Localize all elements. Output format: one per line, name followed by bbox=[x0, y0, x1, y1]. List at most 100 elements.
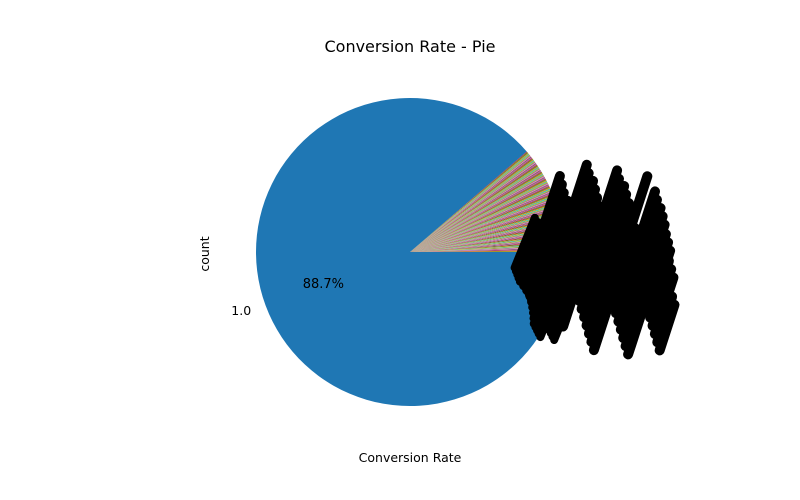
chart-title: Conversion Rate - Pie bbox=[324, 37, 495, 56]
pie-slice-small bbox=[410, 194, 554, 252]
pie-slice-small bbox=[410, 223, 562, 252]
pie-slice-small bbox=[410, 160, 535, 252]
pie-slice-small bbox=[410, 158, 534, 252]
pie-slice-small bbox=[410, 168, 540, 252]
pie-slice-small bbox=[410, 197, 555, 252]
y-axis-label: count bbox=[197, 236, 212, 271]
pie-slice-small bbox=[410, 210, 559, 252]
pie-slice-small bbox=[410, 223, 562, 252]
slice-label-small bbox=[591, 280, 617, 336]
slice-label-small bbox=[559, 256, 584, 313]
pie-slice-small bbox=[410, 177, 546, 252]
slice-label-small bbox=[627, 171, 653, 227]
pie-slice-small bbox=[410, 156, 532, 252]
pie-slice-small bbox=[410, 176, 545, 252]
slice-label-small bbox=[637, 194, 662, 251]
pie-slice-small bbox=[410, 181, 548, 252]
slice-label-small bbox=[591, 261, 617, 317]
pie-slice-small bbox=[410, 196, 555, 252]
pie-slice-small bbox=[410, 188, 551, 252]
slice-label-small bbox=[615, 231, 641, 287]
slice-label-small bbox=[625, 284, 650, 341]
pie-slice-small bbox=[410, 155, 531, 252]
pie-slice-small bbox=[410, 192, 553, 252]
slice-label-small bbox=[557, 238, 583, 294]
pie-slice-small bbox=[410, 163, 537, 252]
pie-slice-small bbox=[410, 189, 551, 252]
slice-label-small bbox=[578, 210, 604, 266]
pie-slice-small bbox=[410, 182, 548, 252]
pie-slice-small bbox=[410, 204, 557, 252]
pie-slice-small bbox=[410, 184, 549, 252]
pie-slice-small bbox=[410, 207, 558, 252]
pie-slice-small bbox=[410, 214, 560, 252]
pie-slice-small bbox=[410, 167, 540, 252]
pie-slice-small bbox=[410, 180, 548, 252]
pie-slice-small bbox=[410, 190, 552, 252]
pie-slice-small bbox=[410, 215, 560, 252]
pie-slice-small bbox=[410, 213, 560, 252]
pie-slice-small bbox=[410, 178, 546, 252]
pie-slice-main bbox=[255, 97, 564, 406]
pie-slice-small bbox=[410, 206, 558, 252]
pie-slice-small bbox=[410, 190, 552, 252]
pie-slice-small bbox=[410, 219, 561, 252]
pie-slice-small bbox=[410, 151, 528, 252]
pie-slice-small bbox=[410, 154, 530, 252]
slice-label-small bbox=[621, 247, 647, 304]
pie-slice-small bbox=[410, 153, 530, 252]
pie-slice-small bbox=[410, 162, 536, 252]
slice-label-small bbox=[608, 215, 634, 272]
slice-label-main: 1.0 bbox=[231, 303, 251, 318]
pie-slice-small bbox=[410, 226, 563, 252]
pie-slice-small bbox=[410, 225, 562, 252]
x-axis-label: Conversion Rate bbox=[359, 450, 462, 465]
pie-slice-small bbox=[410, 166, 539, 252]
slice-label-small bbox=[624, 265, 650, 322]
pie-slice-small bbox=[410, 157, 533, 252]
pie-slice-small bbox=[410, 224, 562, 252]
pie-slice-small bbox=[410, 169, 541, 252]
pie-slice-small bbox=[410, 195, 554, 252]
pie-slice-small bbox=[410, 183, 549, 252]
slice-percent-small bbox=[528, 231, 557, 290]
pie-slice-small bbox=[410, 222, 562, 252]
pie-slice-small bbox=[410, 212, 560, 252]
pie-slice-small bbox=[410, 207, 558, 252]
pie-slice-small bbox=[410, 216, 561, 252]
pie-slice-small bbox=[410, 198, 555, 252]
pie-slice-small bbox=[410, 165, 538, 252]
pie-slice-small bbox=[410, 220, 561, 252]
pie-slice-small bbox=[410, 200, 556, 252]
pie-slice-small bbox=[410, 164, 538, 252]
slice-label-small bbox=[653, 272, 679, 329]
pie-slice-small bbox=[410, 201, 556, 252]
pie-slice-small bbox=[410, 191, 553, 252]
pie-slice-small bbox=[410, 173, 543, 252]
pie-slice-small bbox=[410, 172, 543, 252]
pie-slice-small bbox=[410, 205, 558, 252]
pie-slice-small bbox=[410, 163, 537, 252]
pie-slice-small bbox=[410, 199, 556, 252]
slice-percent-main: 88.7% bbox=[303, 277, 344, 292]
pie-slice-small bbox=[410, 208, 559, 252]
pie-slice-small bbox=[410, 175, 545, 252]
pie-slice-small bbox=[410, 180, 547, 252]
pie-slice-small bbox=[410, 173, 544, 252]
pie-slice-small bbox=[410, 221, 562, 252]
pie-slices bbox=[255, 97, 565, 406]
pie-slice-small bbox=[410, 171, 542, 252]
pie-slice-small bbox=[410, 174, 544, 252]
slice-label-small bbox=[650, 245, 676, 302]
pie-slice-small bbox=[410, 185, 550, 252]
pie-slice-small bbox=[410, 218, 561, 252]
pie-slice-small bbox=[410, 195, 554, 252]
slice-label-small bbox=[644, 219, 670, 276]
pie-slice-small bbox=[410, 155, 531, 252]
pie-slice-small bbox=[410, 179, 547, 252]
pie-slice-small bbox=[410, 201, 556, 252]
pie-slice-small bbox=[410, 185, 550, 252]
pie-slice-small bbox=[410, 209, 559, 252]
